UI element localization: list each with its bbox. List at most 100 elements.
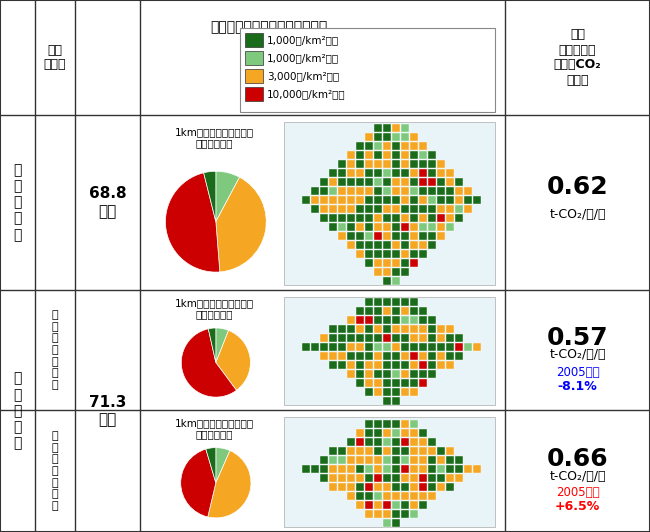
Bar [428, 352, 436, 360]
Bar [383, 388, 391, 396]
Bar [392, 465, 400, 473]
Bar [428, 474, 436, 482]
Bar [356, 196, 364, 204]
Bar [374, 133, 382, 141]
Bar [374, 223, 382, 231]
Bar [419, 456, 426, 464]
Bar [419, 465, 426, 473]
Bar [392, 361, 400, 369]
Bar [320, 214, 328, 222]
Bar [410, 379, 418, 387]
Bar [410, 447, 418, 455]
Bar [329, 205, 337, 213]
Bar [392, 343, 400, 351]
Bar [374, 151, 382, 159]
Bar [383, 160, 391, 168]
Bar [383, 205, 391, 213]
Bar [374, 510, 382, 518]
Bar [392, 492, 400, 500]
Bar [383, 124, 391, 132]
Bar [392, 429, 400, 437]
Bar [428, 492, 436, 500]
Bar [392, 223, 400, 231]
Bar [400, 447, 409, 455]
Bar [410, 169, 418, 177]
Bar [383, 370, 391, 378]
Bar [356, 160, 364, 168]
Bar [329, 187, 337, 195]
Bar [428, 316, 436, 324]
Bar [356, 361, 364, 369]
Bar [419, 205, 426, 213]
Bar [320, 178, 328, 186]
Bar [329, 178, 337, 186]
Bar [400, 420, 409, 428]
Bar [428, 334, 436, 342]
Bar [400, 298, 409, 306]
Bar [437, 232, 445, 240]
Bar [383, 277, 391, 285]
Bar [410, 510, 418, 518]
Bar [356, 169, 364, 177]
Bar [446, 178, 454, 186]
Bar [320, 334, 328, 342]
Bar [383, 483, 391, 491]
Text: 10,000人/km²以上: 10,000人/km²以上 [267, 89, 346, 99]
Bar [410, 307, 418, 315]
Bar [374, 492, 382, 500]
Bar [410, 438, 418, 446]
Bar [374, 465, 382, 473]
Bar [463, 187, 472, 195]
Bar [346, 232, 355, 240]
Bar [400, 124, 409, 132]
Bar [356, 438, 364, 446]
Bar [374, 370, 382, 378]
Bar [374, 232, 382, 240]
Bar [365, 388, 372, 396]
Bar [410, 214, 418, 222]
Text: 47.1%: 47.1% [223, 483, 257, 493]
Bar [346, 214, 355, 222]
Wedge shape [216, 330, 250, 390]
Bar [374, 205, 382, 213]
Bar [311, 465, 318, 473]
Bar [400, 438, 409, 446]
Bar [428, 169, 436, 177]
Bar [437, 325, 445, 333]
Bar [383, 379, 391, 387]
Text: 0.57: 0.57 [547, 326, 608, 350]
Text: 41.7%: 41.7% [185, 478, 219, 488]
Bar [346, 241, 355, 249]
Bar [356, 214, 364, 222]
Bar [374, 160, 382, 168]
Bar [437, 474, 445, 482]
Text: 33.8%: 33.8% [224, 355, 257, 365]
Bar [455, 474, 463, 482]
Bar [365, 223, 372, 231]
Bar [356, 352, 364, 360]
Bar [383, 151, 391, 159]
Bar [383, 492, 391, 500]
Bar [329, 196, 337, 204]
Bar [400, 178, 409, 186]
Bar [410, 370, 418, 378]
Bar [410, 178, 418, 186]
Bar [410, 160, 418, 168]
Bar [320, 456, 328, 464]
Bar [365, 501, 372, 509]
Bar [419, 474, 426, 482]
Bar [392, 160, 400, 168]
Bar [400, 142, 409, 150]
Wedge shape [181, 449, 216, 517]
Bar [374, 250, 382, 258]
Bar [410, 232, 418, 240]
Bar [392, 232, 400, 240]
Bar [455, 178, 463, 186]
Bar [383, 232, 391, 240]
Bar [392, 379, 400, 387]
Bar [410, 151, 418, 159]
Bar [365, 142, 372, 150]
Bar [365, 187, 372, 195]
Bar [410, 316, 418, 324]
Bar [338, 196, 346, 204]
